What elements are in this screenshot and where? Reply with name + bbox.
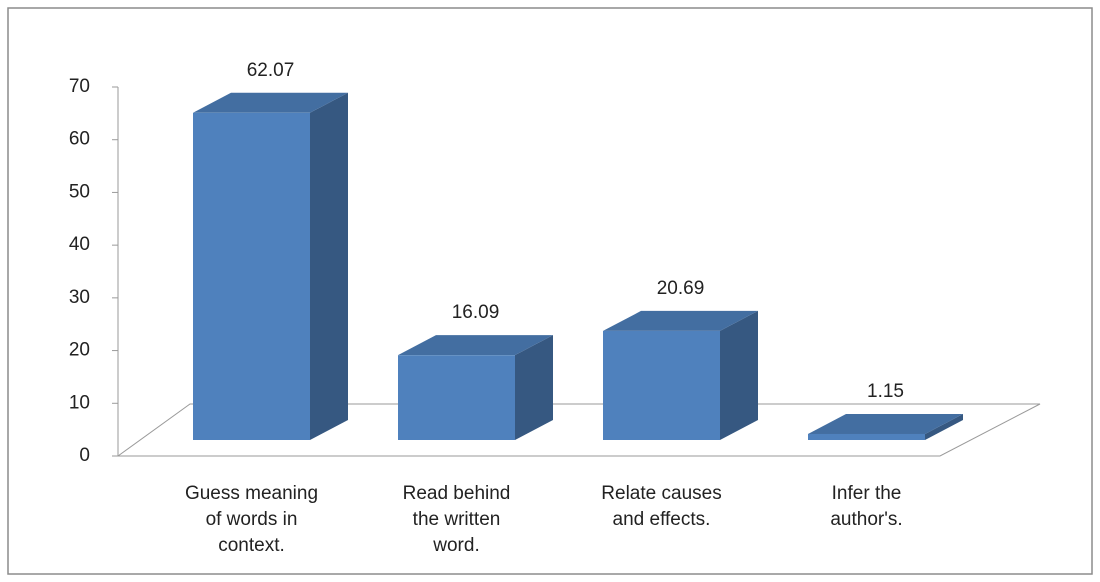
value-label: 20.69	[657, 278, 705, 299]
x-tick-label: Guess meaning of words in context.	[185, 483, 318, 556]
y-tick-label: 50	[69, 181, 90, 202]
bar-top	[398, 335, 553, 356]
value-label: 16.09	[452, 302, 500, 323]
bar	[398, 355, 515, 440]
bar	[193, 112, 310, 440]
y-tick-label: 10	[69, 392, 90, 413]
y-tick-label: 40	[69, 234, 90, 255]
bar-top	[808, 413, 963, 434]
bar-side	[720, 310, 758, 440]
y-tick-label: 30	[69, 287, 90, 308]
bar-top	[603, 310, 758, 331]
x-tick-label: Infer the author's.	[830, 483, 902, 530]
value-label: 1.15	[867, 381, 904, 402]
y-tick-label: 20	[69, 340, 90, 361]
bar-side	[515, 335, 553, 440]
y-tick-label: 70	[69, 76, 90, 97]
x-tick-label: Read behind the written word.	[403, 483, 511, 556]
chart-frame	[7, 7, 1093, 575]
x-tick-label: Relate causes and effects.	[601, 483, 721, 530]
y-tick-label: 60	[69, 129, 90, 150]
value-label: 62.07	[247, 60, 295, 81]
bar-top	[193, 92, 348, 113]
y-tick-label: 0	[79, 445, 90, 466]
floor	[117, 403, 1041, 457]
bar	[603, 330, 720, 440]
bar	[808, 433, 925, 440]
bar-side	[310, 92, 348, 440]
bar-side	[925, 413, 963, 440]
